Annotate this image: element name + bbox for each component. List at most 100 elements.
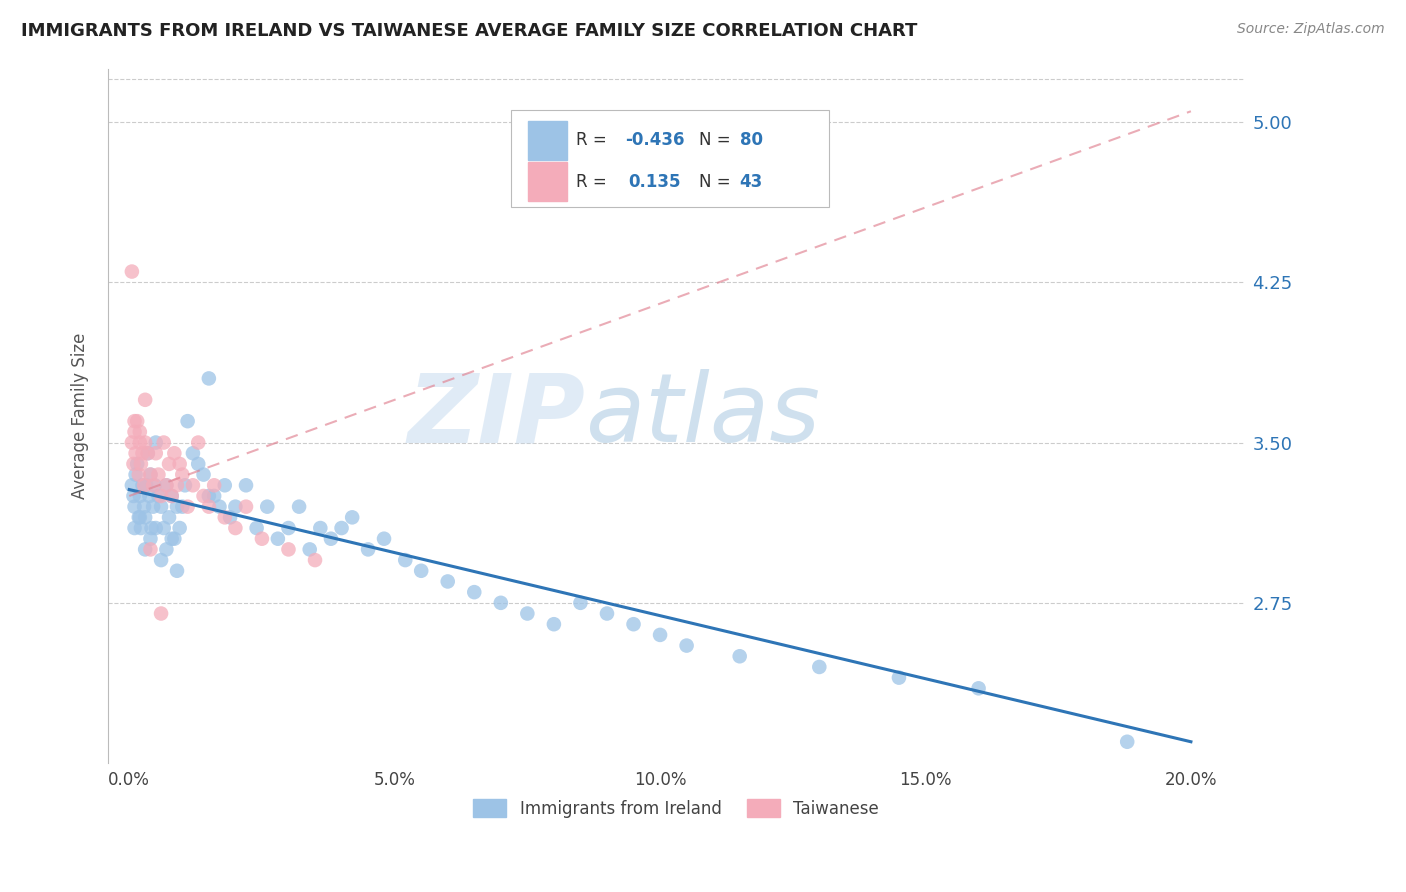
- Point: [152, 521, 174, 535]
- Point: [728, 649, 751, 664]
- Point: [202, 489, 225, 503]
- Point: [150, 500, 173, 514]
- Point: [157, 510, 180, 524]
- Text: 80: 80: [740, 131, 762, 149]
- Point: [157, 457, 180, 471]
- Text: R =: R =: [576, 131, 612, 149]
- Point: [124, 414, 146, 428]
- Point: [163, 532, 186, 546]
- Point: [160, 489, 183, 503]
- Point: [198, 489, 221, 503]
- Point: [330, 521, 353, 535]
- Text: atlas: atlas: [585, 369, 820, 462]
- Point: [187, 457, 209, 471]
- Text: IMMIGRANTS FROM IRELAND VS TAIWANESE AVERAGE FAMILY SIZE CORRELATION CHART: IMMIGRANTS FROM IRELAND VS TAIWANESE AVE…: [21, 22, 918, 40]
- Point: [267, 532, 290, 546]
- Point: [309, 521, 332, 535]
- Legend: Immigrants from Ireland, Taiwanese: Immigrants from Ireland, Taiwanese: [467, 793, 886, 824]
- Point: [142, 500, 165, 514]
- Point: [169, 521, 191, 535]
- Point: [224, 521, 246, 535]
- Point: [124, 521, 146, 535]
- Point: [569, 596, 592, 610]
- Point: [187, 435, 209, 450]
- Point: [277, 542, 299, 557]
- Point: [357, 542, 380, 557]
- Point: [202, 478, 225, 492]
- Point: [128, 510, 150, 524]
- Point: [298, 542, 321, 557]
- Point: [128, 425, 150, 439]
- Point: [198, 371, 221, 385]
- Point: [246, 521, 269, 535]
- FancyBboxPatch shape: [529, 120, 567, 160]
- Point: [160, 489, 183, 503]
- Point: [250, 532, 273, 546]
- Point: [967, 681, 990, 696]
- Point: [134, 435, 156, 450]
- Point: [172, 467, 194, 482]
- Point: [193, 489, 215, 503]
- Point: [139, 467, 162, 482]
- Text: N =: N =: [699, 131, 735, 149]
- Point: [134, 510, 156, 524]
- Point: [155, 542, 177, 557]
- Point: [304, 553, 326, 567]
- Point: [596, 607, 619, 621]
- Point: [131, 446, 153, 460]
- Point: [623, 617, 645, 632]
- Point: [436, 574, 458, 589]
- Point: [319, 532, 342, 546]
- Point: [136, 446, 159, 460]
- Point: [136, 446, 159, 460]
- Point: [181, 478, 204, 492]
- FancyBboxPatch shape: [512, 111, 830, 208]
- Point: [139, 542, 162, 557]
- Point: [373, 532, 395, 546]
- Text: 43: 43: [740, 173, 763, 191]
- Point: [208, 500, 231, 514]
- Point: [489, 596, 512, 610]
- Point: [543, 617, 565, 632]
- Point: [127, 457, 149, 471]
- Point: [134, 542, 156, 557]
- Point: [132, 478, 155, 492]
- Point: [131, 478, 153, 492]
- Point: [139, 467, 162, 482]
- Point: [166, 500, 188, 514]
- Point: [141, 521, 163, 535]
- Point: [121, 264, 143, 278]
- Point: [135, 478, 157, 492]
- Point: [176, 500, 198, 514]
- Text: ZIP: ZIP: [408, 369, 585, 462]
- Point: [121, 478, 143, 492]
- Point: [150, 607, 173, 621]
- Point: [887, 671, 910, 685]
- Point: [128, 510, 150, 524]
- Point: [160, 532, 183, 546]
- Point: [128, 489, 150, 503]
- Point: [155, 478, 177, 492]
- Point: [235, 500, 257, 514]
- Point: [166, 564, 188, 578]
- Point: [122, 489, 145, 503]
- Point: [214, 510, 236, 524]
- Point: [132, 500, 155, 514]
- Point: [166, 478, 188, 492]
- FancyBboxPatch shape: [529, 162, 567, 202]
- Point: [169, 457, 191, 471]
- Point: [122, 457, 145, 471]
- Point: [675, 639, 697, 653]
- Point: [288, 500, 311, 514]
- Y-axis label: Average Family Size: Average Family Size: [72, 333, 89, 499]
- Point: [516, 607, 538, 621]
- Point: [134, 392, 156, 407]
- Point: [163, 446, 186, 460]
- Point: [235, 478, 257, 492]
- Text: 0.135: 0.135: [628, 173, 681, 191]
- Point: [138, 489, 160, 503]
- Point: [150, 489, 173, 503]
- Point: [340, 510, 363, 524]
- Point: [155, 478, 177, 492]
- Point: [128, 467, 150, 482]
